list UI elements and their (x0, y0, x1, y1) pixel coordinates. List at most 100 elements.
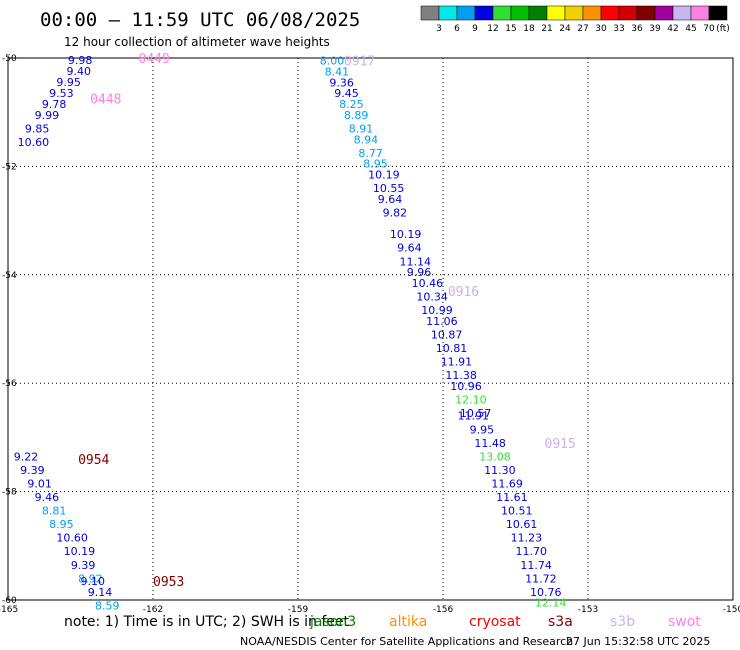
wave-height-label: 10.61 (506, 518, 538, 531)
legend-swatch (636, 5, 656, 21)
wave-height-label: 12.14 (535, 597, 567, 610)
wave-height-label: 9.22 (14, 450, 39, 463)
legend-value-label: 12 (487, 24, 498, 34)
longitude-tick-label: -165 (0, 605, 18, 615)
wave-height-label: 9.64 (397, 242, 422, 255)
wave-height-label: 10.76 (530, 586, 562, 599)
longitude-tick-label: -159 (288, 605, 309, 615)
wave-height-label: 11.69 (491, 477, 523, 490)
wave-height-label: 11.61 (496, 491, 527, 504)
legend-swatch (618, 5, 638, 21)
wave-height-label: 9.46 (35, 491, 60, 504)
map-title: 00:00 – 11:59 UTC 06/08/2025 (40, 9, 360, 31)
wave-height-label: 8.81 (42, 505, 66, 518)
legend-swatch (564, 5, 584, 21)
observation-labels: 9.989.409.959.539.789.999.8510.608.008.4… (14, 54, 567, 612)
longitude-tick-label: -156 (433, 605, 454, 615)
wave-height-label: 10.57 (460, 407, 492, 420)
legend-swatch (474, 5, 494, 21)
wave-height-label: 9.64 (378, 193, 403, 206)
legend-swatch (672, 5, 692, 21)
legend-swatch (420, 5, 440, 21)
wave-height-label: 10.55 (373, 182, 405, 195)
wave-height-label: 9.78 (42, 98, 66, 111)
wave-height-label: 11.48 (474, 437, 506, 450)
wave-height-label: 10.60 (56, 532, 87, 545)
satellite-name-jason3: jason3 (309, 614, 356, 630)
wave-height-label: 9.82 (383, 206, 408, 219)
pass-time-label: 0954 (78, 453, 109, 468)
latitude-tick-label: -56 (2, 379, 17, 389)
wave-height-label: 10.87 (431, 328, 463, 341)
legend-value-label: 18 (523, 24, 535, 34)
wave-height-label: 13.08 (479, 450, 511, 463)
footer-note: note: 1) Time is in UTC; 2) SWH is in fe… (64, 614, 350, 630)
legend-swatch (600, 5, 620, 21)
satellite-legend: jason3 altika cryosat s3a s3b swot (309, 614, 701, 630)
legend-swatch (546, 5, 566, 21)
wave-height-label: 9.40 (66, 65, 91, 78)
legend-value-label: 42 (667, 24, 678, 34)
longitude-tick-label: -162 (143, 605, 163, 615)
legend-value-label: 33 (613, 24, 624, 34)
legend-unit: (ft) (716, 24, 730, 34)
wave-height-label: 9.95 (56, 76, 80, 89)
latitude-tick-label: -60 (2, 596, 17, 606)
wave-height-label: 11.91 (441, 356, 473, 369)
wave-height-label: 9.14 (88, 586, 113, 599)
satellite-name-s3a: s3a (548, 614, 573, 630)
legend-value-label: 21 (541, 24, 552, 34)
wave-height-label: 10.96 (450, 380, 482, 393)
longitude-tick-label: -153 (578, 605, 598, 615)
wave-height-label: 11.72 (525, 572, 557, 585)
longitude-tick-label: -150 (723, 605, 740, 615)
legend-swatch (708, 5, 728, 21)
legend-swatch (582, 5, 602, 21)
wave-height-label: 9.96 (407, 266, 432, 279)
footer-credit: NOAA/NESDIS Center for Satellite Applica… (240, 635, 573, 648)
legend-swatch (492, 5, 512, 21)
plot-area: -165 -162 -159 -156 -153 -150 -50 -52 -54 -56 -58… (0, 52, 740, 615)
wave-height-label: 8.92 (78, 572, 103, 585)
wave-height-label: 8.41 (325, 66, 350, 79)
wave-height-label: 8.89 (344, 109, 369, 122)
legend-swatch (528, 5, 548, 21)
wave-height-label: 10.60 (18, 136, 49, 149)
legend-swatch (438, 5, 458, 21)
wave-height-label: 10.19 (64, 545, 95, 558)
pass-time-label: 0953 (153, 575, 184, 590)
latitude-tick-label: -58 (2, 488, 17, 498)
wave-height-label: 9.85 (25, 122, 49, 135)
wave-height-label: 11.06 (426, 315, 458, 328)
wave-height-label: 11.30 (484, 464, 516, 477)
wave-height-label: 11.38 (445, 369, 477, 382)
footer-timestamp: 27 Jun 15:32:58 UTC 2025 (566, 635, 710, 648)
satellite-name-s3b: s3b (610, 614, 635, 630)
wave-height-label: 10.19 (368, 169, 400, 182)
legend-value-label: 15 (505, 24, 516, 34)
wave-height-label: 9.99 (35, 109, 60, 122)
wave-height-label: 10.34 (416, 290, 448, 303)
wave-height-label: 10.19 (390, 228, 422, 241)
map-frame (7, 57, 734, 601)
wave-height-label: 9.10 (81, 575, 106, 588)
wave-height-label: 8.00 (320, 55, 345, 68)
wave-height-label: 9.95 (470, 423, 495, 436)
legend-value-label: 9 (472, 24, 478, 34)
legend-swatch (654, 5, 674, 21)
legend-value-label: 6 (454, 24, 460, 34)
wave-height-label: 11.91 (458, 410, 490, 423)
wave-height-label: 9.01 (27, 477, 52, 490)
wave-height-label: 11.14 (400, 255, 432, 268)
legend-value-label: 27 (577, 24, 588, 34)
wave-height-label: 8.95 (363, 158, 388, 171)
satellite-name-altika: altika (389, 614, 427, 630)
wave-height-label: 11.74 (520, 559, 552, 572)
satellite-name-cryosat: cryosat (469, 614, 521, 630)
pass-time-label: 0449 (139, 52, 170, 67)
latitude-tick-label: -52 (2, 162, 17, 172)
pass-time-label: 0917 (344, 55, 375, 70)
wave-height-legend: 3 6 9 12 15 18 21 24 27 30 33 36 39 42 45 70 (ft) (420, 5, 730, 34)
legend-value-label: 36 (631, 24, 643, 34)
